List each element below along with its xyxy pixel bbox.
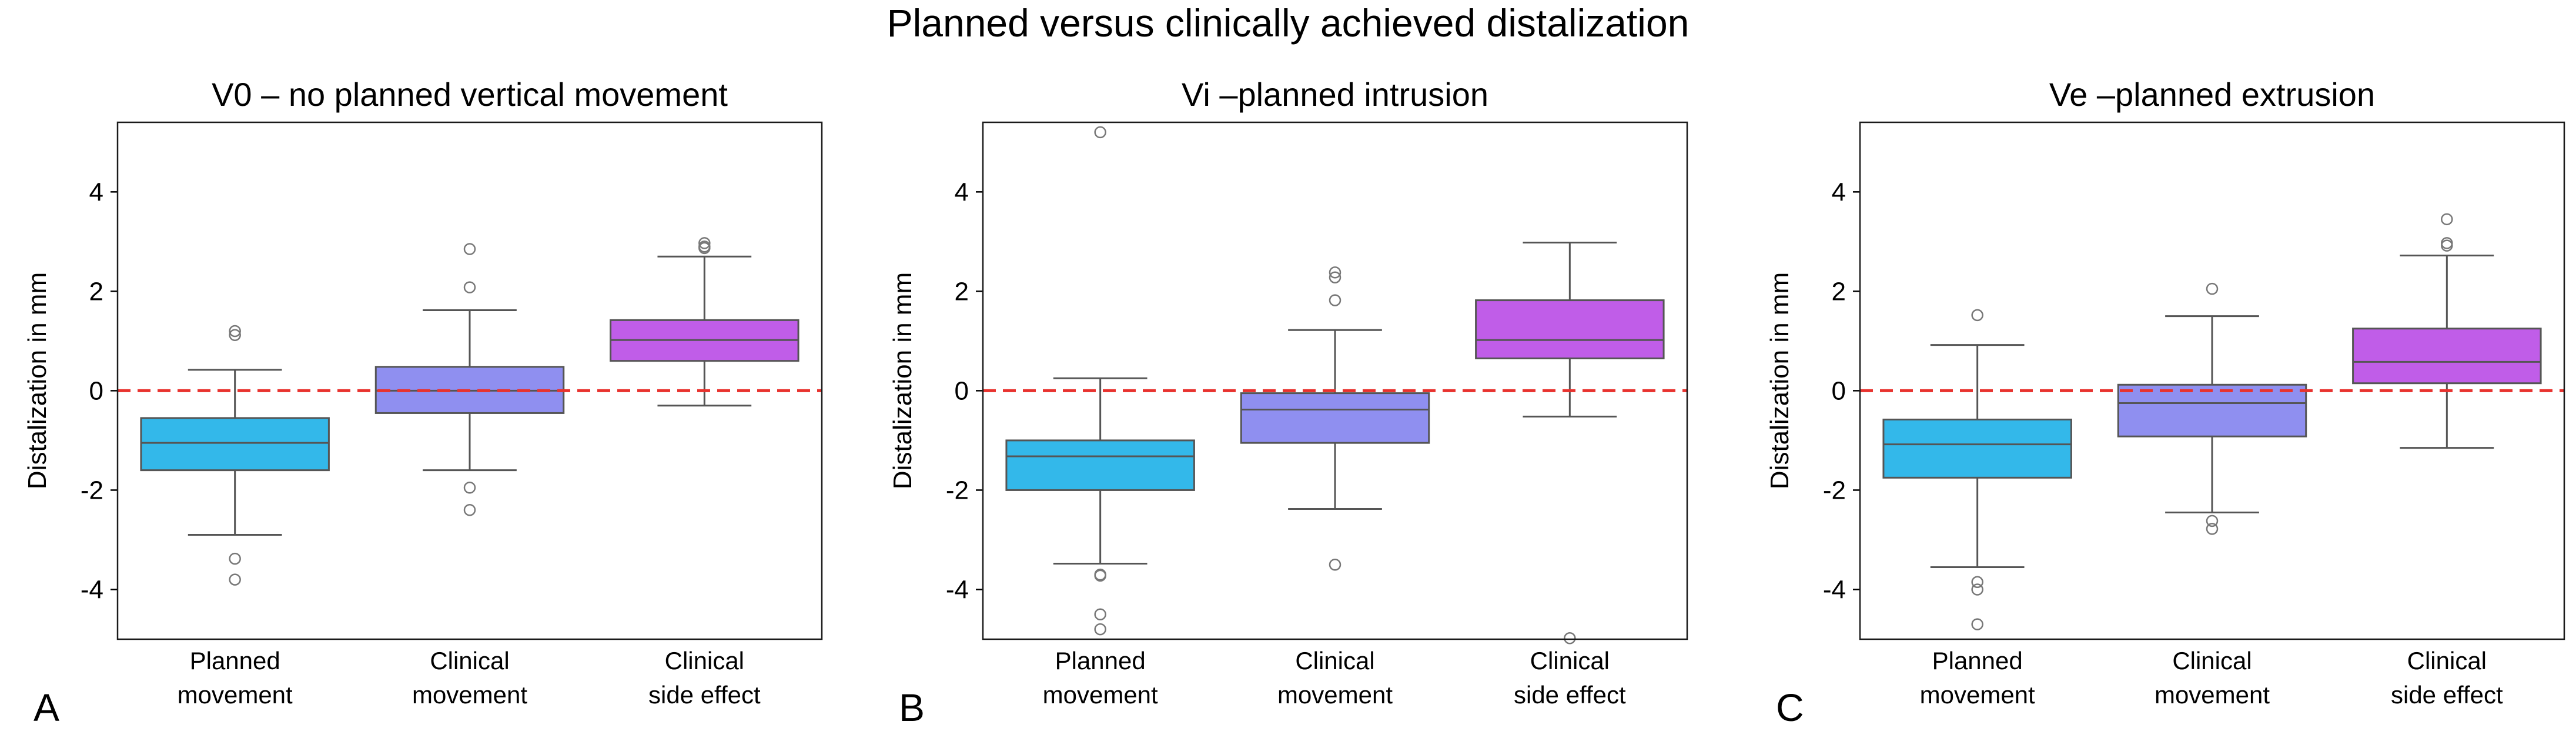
x-category-label-line2: movement: [412, 681, 527, 709]
outlier-point: [1094, 608, 1106, 620]
box-iqr: [1005, 439, 1195, 491]
outlier-point: [1971, 576, 1983, 589]
x-category-label-line1: Clinical: [1295, 647, 1374, 674]
figure-title: Planned versus clinically achieved dista…: [887, 1, 1690, 45]
y-tick-label: 4: [955, 178, 969, 206]
outlier-point: [1094, 623, 1106, 636]
outlier-point: [229, 552, 241, 565]
x-category-label-line2: movement: [2155, 681, 2270, 709]
x-category-label-line1: Clinical: [2172, 647, 2252, 674]
outlier-point: [2206, 515, 2219, 527]
outlier-point: [2441, 237, 2453, 249]
y-tick-label: -4: [946, 575, 969, 604]
y-tick-label: 0: [1832, 376, 1846, 405]
outlier-point: [1329, 266, 1341, 279]
x-category-label-line1: Clinical: [665, 647, 744, 674]
y-tick-label: -4: [1823, 575, 1846, 604]
outlier-point: [463, 281, 476, 293]
panel-letter: A: [34, 686, 59, 729]
box-2: [2352, 213, 2542, 449]
y-tick-label: 2: [955, 277, 969, 306]
panel-letter: C: [1776, 686, 1804, 729]
box-2: [610, 237, 799, 407]
outlier-point: [2206, 523, 2219, 535]
outlier-point: [229, 573, 241, 586]
outlier-point: [698, 237, 711, 249]
x-category-label-line1: Planned: [1055, 647, 1146, 674]
box-1: [1240, 266, 1430, 571]
outlier-point: [2206, 282, 2219, 295]
outlier-point: [1329, 558, 1341, 571]
box-2: [1475, 242, 1665, 645]
x-category-label-line1: Planned: [1932, 647, 2023, 674]
outlier-point: [2441, 213, 2453, 226]
y-tick-label: 2: [89, 277, 103, 306]
box-0: [140, 325, 330, 586]
panel-letter: B: [899, 686, 925, 729]
outlier-point: [698, 242, 711, 255]
outlier-point: [1329, 294, 1341, 306]
box-1: [2117, 282, 2307, 535]
x-category-label-line2: side effect: [2391, 681, 2503, 709]
outlier-point: [229, 325, 241, 338]
outlier-point: [1564, 632, 1576, 645]
y-tick-label: -2: [1823, 476, 1846, 505]
box-iqr: [1240, 392, 1430, 444]
x-category-label-line2: side effect: [648, 681, 761, 709]
box-iqr: [1882, 418, 2072, 479]
outlier-point: [463, 504, 476, 516]
x-category-label-line1: Planned: [190, 647, 280, 674]
y-axis-label: Distalization in mm: [23, 272, 52, 489]
box-0: [1005, 126, 1195, 636]
y-tick-label: 0: [955, 376, 969, 405]
y-axis-label: Distalization in mm: [888, 272, 917, 489]
outlier-point: [229, 329, 241, 341]
panel-a: V0 – no planned vertical movement -4 -2 0 2 4…: [23, 76, 823, 729]
outlier-point: [2441, 239, 2453, 252]
y-tick-label: -2: [81, 476, 103, 505]
x-category-label-line2: movement: [178, 681, 293, 709]
outlier-point: [463, 243, 476, 255]
box-iqr: [2117, 383, 2307, 438]
box-iqr: [1475, 299, 1665, 359]
panels: V0 – no planned vertical movement -4 -2 0 2 4…: [23, 76, 2565, 729]
axes-frame: [982, 121, 1688, 640]
x-category-label-line2: movement: [1277, 681, 1393, 709]
y-tick-label: 0: [89, 376, 103, 405]
outlier-point: [1971, 583, 1983, 596]
outlier-point: [1329, 271, 1341, 283]
x-category-label-line2: movement: [1043, 681, 1158, 709]
box-0: [1882, 309, 2072, 630]
axes-frame: [1859, 121, 2565, 640]
panel-title: Vi –planned intrusion: [1182, 76, 1488, 113]
axes-frame: [116, 121, 823, 640]
y-tick-label: -4: [81, 575, 103, 604]
outlier-point: [1971, 618, 1983, 630]
y-tick-label: 4: [1832, 178, 1846, 206]
outlier-point: [1094, 569, 1106, 582]
box-iqr: [2352, 328, 2542, 385]
outlier-point: [463, 481, 476, 494]
panel-title: Ve –planned extrusion: [2049, 76, 2375, 113]
y-axis-label: Distalization in mm: [1765, 272, 1794, 489]
box-iqr: [140, 417, 330, 472]
panel-title: V0 – no planned vertical movement: [212, 76, 728, 113]
x-category-label-line1: Clinical: [1530, 647, 1610, 674]
outlier-point: [1094, 126, 1106, 139]
box-1: [374, 243, 565, 516]
panel-c: Ve –planned extrusion -4 -2 0 2 4 Distalizatio…: [1765, 76, 2565, 729]
y-tick-label: -2: [946, 476, 969, 505]
panel-b: Vi –planned intrusion -4 -2 0 2 4 Distalizatio…: [888, 76, 1688, 729]
x-category-label-line1: Clinical: [430, 647, 509, 674]
y-tick-label: 4: [89, 178, 103, 206]
outlier-point: [1971, 309, 1983, 322]
y-tick-label: 2: [1832, 277, 1846, 306]
x-category-label-line2: side effect: [1514, 681, 1626, 709]
x-category-label-line2: movement: [1920, 681, 2035, 709]
x-category-label-line1: Clinical: [2407, 647, 2487, 674]
